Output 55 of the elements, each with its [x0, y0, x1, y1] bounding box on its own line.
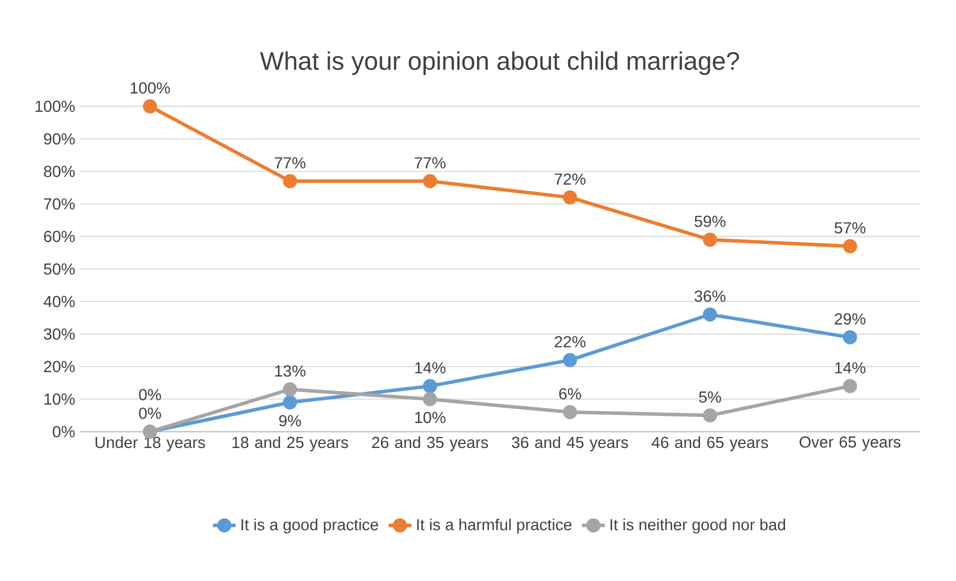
data-label: 77% [414, 157, 446, 168]
data-label: 10% [415, 412, 446, 424]
point [562, 190, 578, 204]
y-tick-label: 80% [44, 166, 75, 178]
point [842, 379, 858, 394]
y-tick-label: 40% [44, 296, 75, 308]
point [562, 353, 578, 368]
data-label: 14% [415, 362, 446, 374]
y-tick-label: 50% [44, 263, 75, 275]
point [282, 395, 298, 410]
y-tick-label: 90% [44, 133, 75, 145]
x-tick-label: 36 and 45 years [512, 436, 628, 452]
point [422, 379, 438, 394]
data-label: 57% [834, 222, 866, 234]
data-label: 59% [694, 216, 726, 227]
data-label: 0% [139, 388, 161, 400]
x-tick-label: Over 65 years [800, 436, 901, 451]
data-label: 9% [279, 415, 301, 426]
point [142, 99, 158, 114]
data-label: 6% [559, 388, 581, 400]
legend-label: It is a good practice [242, 518, 378, 534]
data-label: 36% [694, 290, 726, 302]
data-label: 5% [699, 391, 721, 403]
data-label: 29% [834, 313, 866, 325]
y-tick-label: 20% [44, 360, 75, 372]
data-label: 77% [274, 157, 306, 168]
point [562, 405, 578, 420]
chart-title: What is your opinion about child marriage? [260, 51, 740, 75]
data-label: 13% [275, 365, 306, 377]
point [702, 232, 718, 247]
y-tick-label: 60% [44, 230, 75, 242]
data-label: 0% [139, 408, 161, 419]
point [282, 382, 298, 396]
data-label: 22% [554, 336, 586, 348]
y-tick-label: 70% [44, 198, 75, 210]
x-tick-label: Under 18 years [96, 436, 205, 452]
y-tick-label: 10% [44, 393, 75, 405]
point [842, 330, 858, 344]
y-tick-label: 0% [52, 426, 75, 438]
data-label: 72% [554, 173, 586, 185]
x-tick-label: 46 and 65 years [652, 436, 768, 452]
point [842, 239, 858, 254]
x-tick-label: 26 and 35 years [372, 436, 488, 452]
y-tick-label: 100% [36, 100, 75, 112]
data-label: 14% [835, 362, 866, 374]
point [702, 307, 718, 322]
point [702, 408, 718, 422]
data-label: 100% [130, 82, 170, 94]
point [282, 174, 298, 188]
point [422, 174, 438, 188]
legend-label: It is neither good nor bad [610, 518, 786, 534]
legend-label: It is a harmful practice [417, 518, 572, 534]
y-tick-label: 30% [44, 328, 75, 340]
x-tick-label: 18 and 25 years [232, 436, 348, 452]
point [422, 392, 438, 406]
